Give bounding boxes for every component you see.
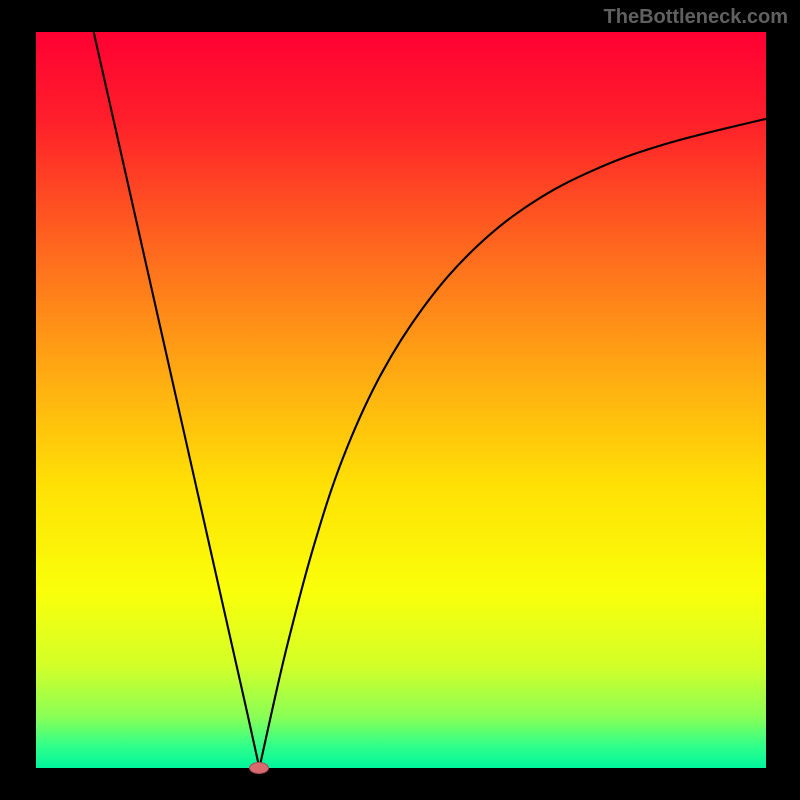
watermark-text: TheBottleneck.com: [604, 6, 788, 29]
minimum-marker: [249, 762, 269, 774]
chart-plot-area: [36, 32, 766, 768]
